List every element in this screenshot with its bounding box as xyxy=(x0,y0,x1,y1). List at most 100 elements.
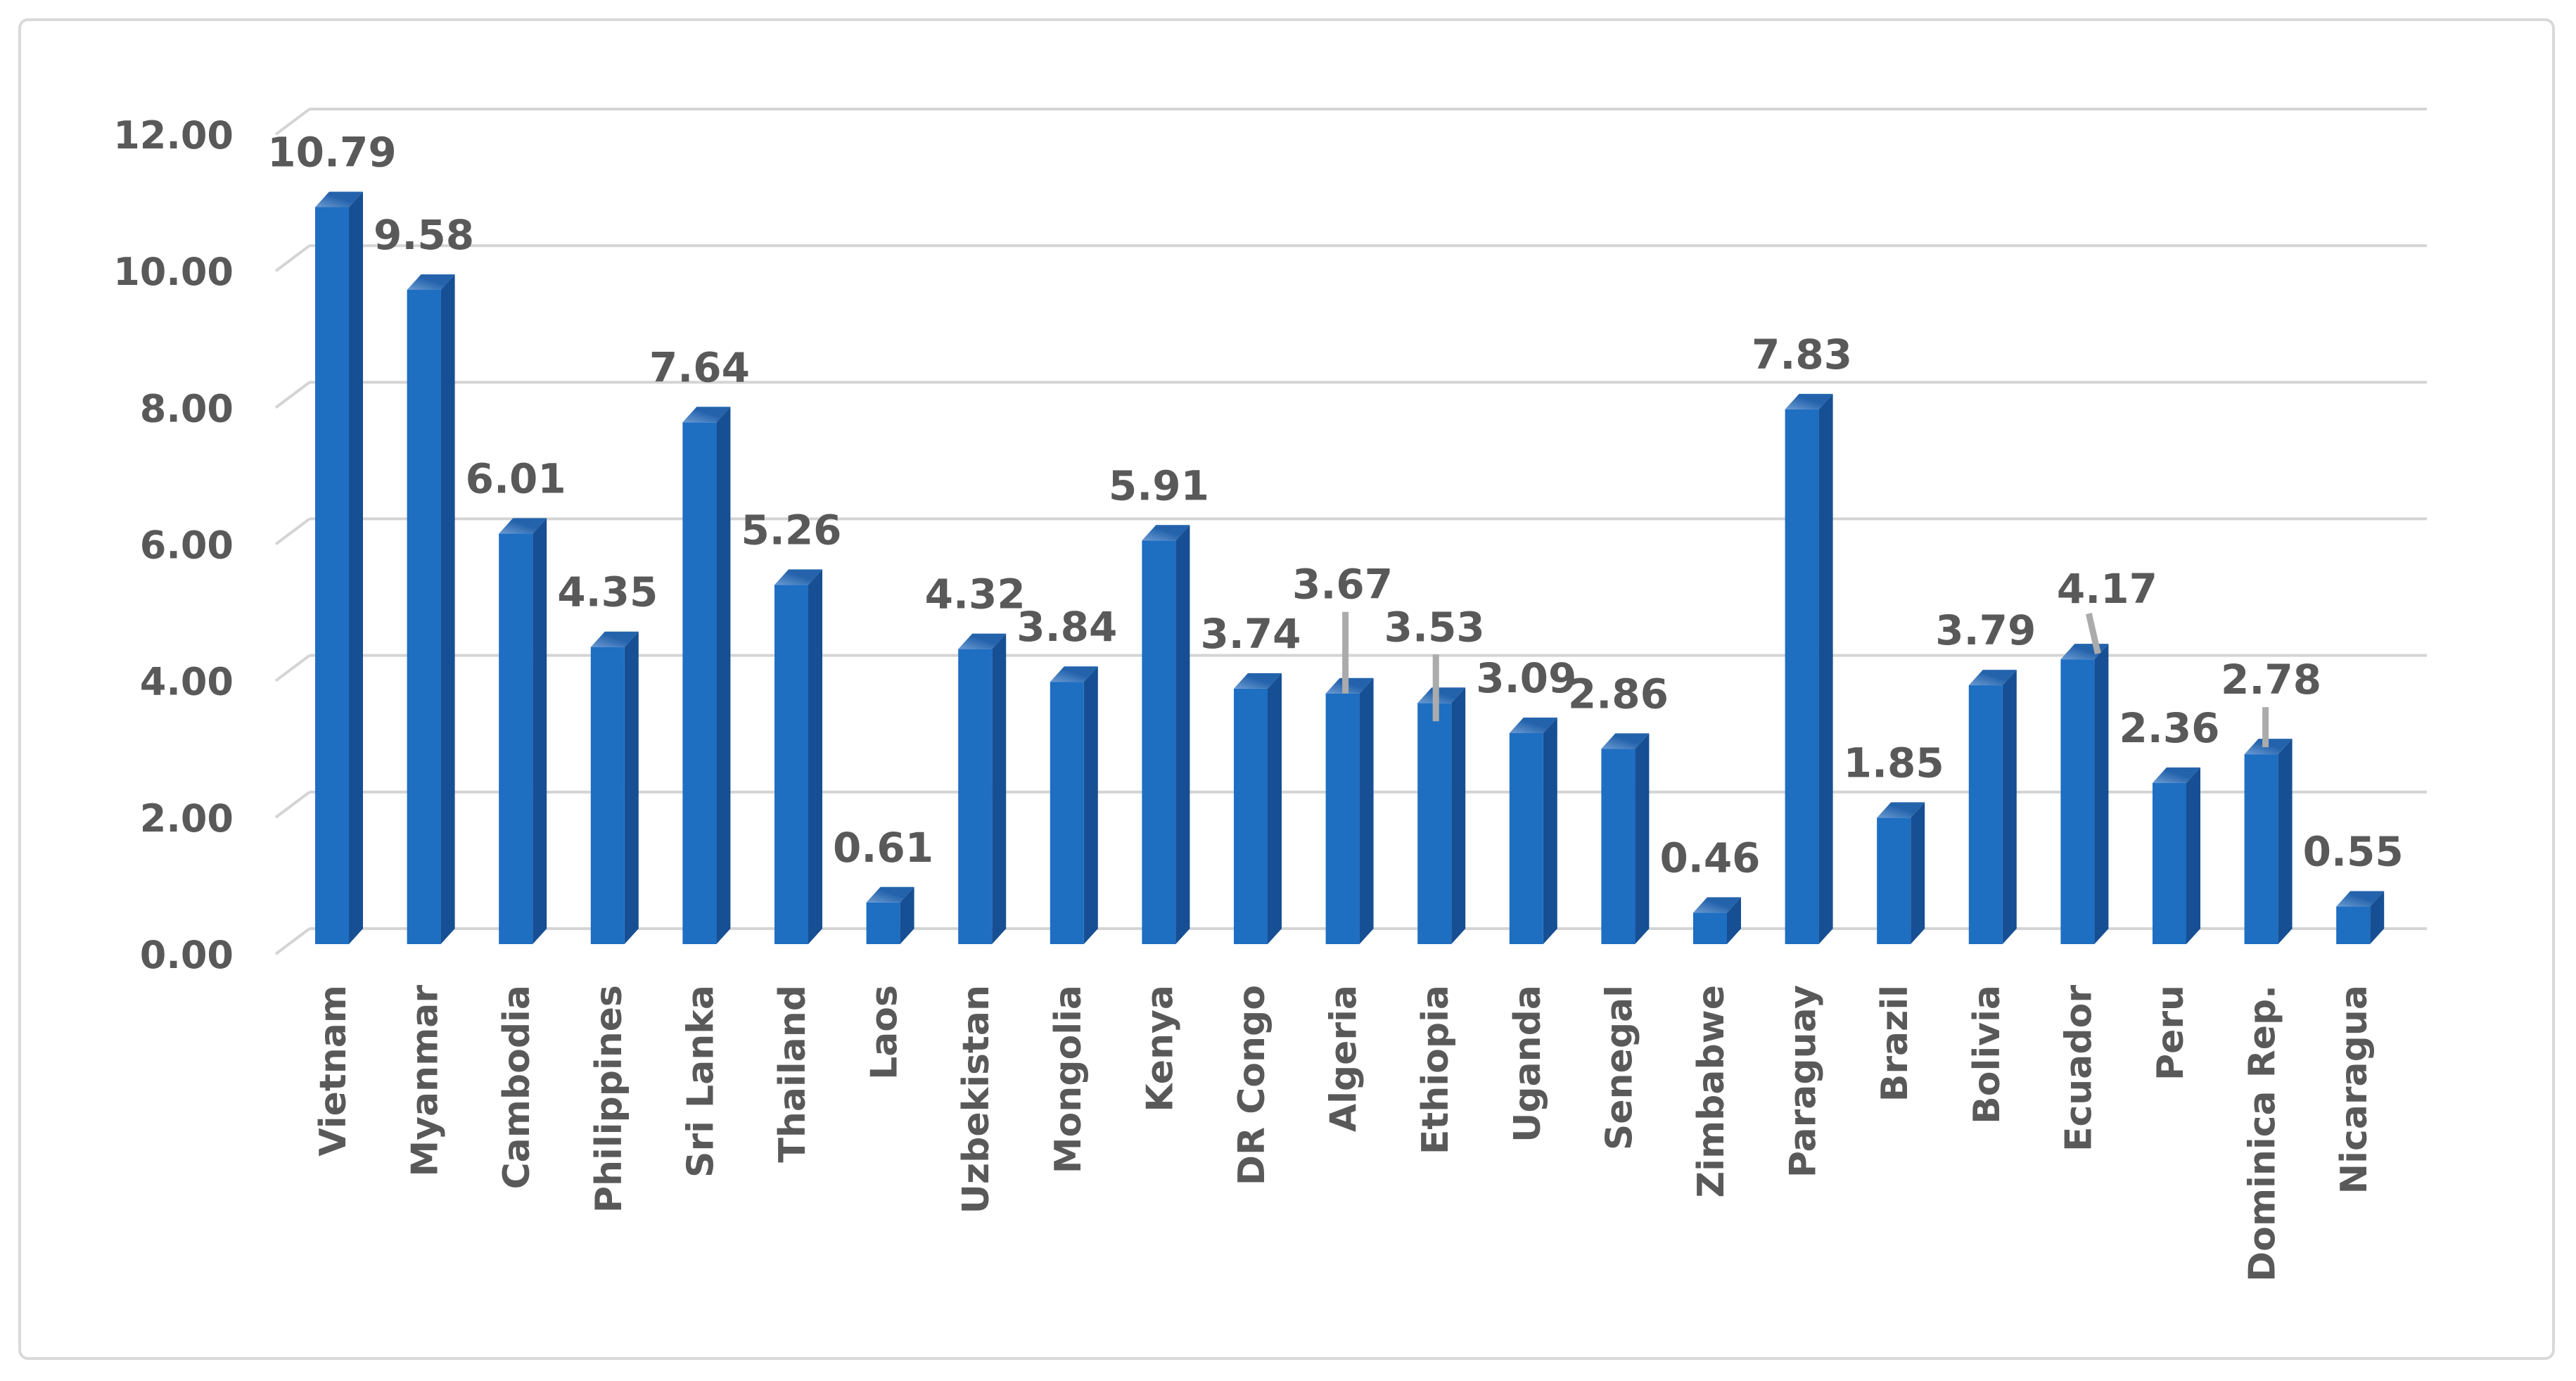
value-label-senegal: 2.86 xyxy=(1568,670,1669,718)
gridline-wall-connector xyxy=(274,927,311,955)
x-axis-label-ethiopia: Ethiopia xyxy=(1415,985,1457,1154)
bar-myanmar[interactable] xyxy=(407,274,455,944)
bar-front-face xyxy=(499,533,533,944)
y-axis-tick-12.00: 12.00 xyxy=(113,113,234,158)
value-label-ecuador: 4.17 xyxy=(2057,565,2157,613)
value-label-kenya: 5.91 xyxy=(1109,462,1209,509)
bar-bolivia[interactable] xyxy=(1968,670,2017,944)
label-leader-line-ecuador xyxy=(2086,613,2101,655)
bar-side-face xyxy=(624,631,639,944)
bar-brazil[interactable] xyxy=(1877,802,1925,944)
bar-side-face xyxy=(349,191,363,944)
bar-top-face xyxy=(407,274,455,290)
x-axis-label-paraguay: Paraguay xyxy=(1783,985,1825,1178)
x-axis-label-vietnam: Vietnam xyxy=(312,985,355,1157)
x-axis-label-uzbekistan: Uzbekistan xyxy=(955,985,997,1214)
value-label-laos: 0.61 xyxy=(833,824,933,872)
bar-cambodia[interactable] xyxy=(499,518,547,944)
value-label-myanmar: 9.58 xyxy=(374,211,474,259)
value-label-zimbabwe: 0.46 xyxy=(1659,834,1760,882)
gridline-wall-connector xyxy=(274,244,311,272)
bar-thailand[interactable] xyxy=(774,569,822,944)
bar-front-face xyxy=(1325,693,1360,944)
bar-side-face xyxy=(1359,677,1374,944)
bar-side-face xyxy=(440,274,455,944)
bar-side-face xyxy=(533,518,547,944)
value-label-nicaragua: 0.55 xyxy=(2303,828,2404,876)
value-label-philippines: 4.35 xyxy=(557,568,658,616)
value-label-cambodia: 6.01 xyxy=(466,455,566,503)
bar-side-face xyxy=(1727,897,1741,944)
value-label-mongolia: 3.84 xyxy=(1016,603,1117,651)
value-label-vietnam: 10.79 xyxy=(267,129,396,177)
y-axis-tick-4.00: 4.00 xyxy=(140,660,234,704)
x-axis-label-myanmar: Myanmar xyxy=(404,985,447,1177)
bar-top-face xyxy=(590,631,639,647)
bar-mongolia[interactable] xyxy=(1050,666,1098,944)
bar-kenya[interactable] xyxy=(1142,525,1190,944)
bar-top-face xyxy=(315,191,363,208)
bar-ethiopia[interactable] xyxy=(1417,687,1466,944)
x-axis-label-nicaragua: Nicaragua xyxy=(2333,985,2376,1194)
bar-peru[interactable] xyxy=(2153,767,2200,944)
bar-top-face xyxy=(1417,687,1466,704)
bar-vietnam[interactable] xyxy=(315,191,363,944)
x-axis-label-thailand: Thailand xyxy=(772,985,814,1163)
bar-top-face xyxy=(1601,733,1650,749)
y-axis-tick-8.00: 8.00 xyxy=(140,386,234,431)
bar-philippines[interactable] xyxy=(590,631,639,944)
bar-front-face xyxy=(958,649,993,944)
bar-ecuador[interactable] xyxy=(2060,644,2109,944)
bar-dominica-rep[interactable] xyxy=(2244,739,2293,944)
bar-side-face xyxy=(808,569,822,944)
bar-front-face xyxy=(1968,685,2003,944)
bar-top-face xyxy=(1968,670,2017,686)
bar-senegal[interactable] xyxy=(1601,733,1650,944)
bar-side-face xyxy=(1543,718,1557,944)
bar-side-face xyxy=(1635,733,1650,944)
value-label-brazil: 1.85 xyxy=(1844,739,1944,787)
bar-front-face xyxy=(407,289,441,944)
bar-sri-lanka[interactable] xyxy=(682,407,731,944)
value-label-dominica-rep: 2.78 xyxy=(2221,656,2321,704)
bar-front-face xyxy=(315,207,349,944)
bar-front-face xyxy=(1509,733,1543,944)
bar-front-face xyxy=(1142,540,1176,944)
y-axis-tick-6.00: 6.00 xyxy=(140,523,234,568)
bar-nicaragua[interactable] xyxy=(2336,891,2385,944)
x-axis-label-ecuador: Ecuador xyxy=(2058,985,2100,1152)
bar-side-face xyxy=(1911,802,1925,944)
bar-top-face xyxy=(1877,802,1925,818)
bar-top-face xyxy=(1693,897,1741,913)
bar-top-face xyxy=(1509,718,1557,734)
bar-side-face xyxy=(2186,767,2200,944)
bar-front-face xyxy=(2244,754,2278,944)
value-label-uzbekistan: 4.32 xyxy=(925,571,1026,618)
bar-uganda[interactable] xyxy=(1509,718,1557,944)
gridline-wall-connector xyxy=(274,108,311,136)
bar-top-face xyxy=(958,633,1007,649)
bar-uzbekistan[interactable] xyxy=(958,633,1007,944)
bar-top-face xyxy=(774,569,822,585)
x-axis-label-sri-lanka: Sri Lanka xyxy=(680,985,722,1178)
bar-top-face xyxy=(1234,673,1282,689)
bar-dr-congo[interactable] xyxy=(1234,673,1282,944)
bar-side-face xyxy=(992,633,1007,944)
bar-side-face xyxy=(1268,673,1282,944)
bar-algeria[interactable] xyxy=(1325,677,1374,944)
bar-top-face xyxy=(866,886,914,903)
x-axis-label-dr-congo: DR Congo xyxy=(1231,985,1273,1185)
x-axis-label-mongolia: Mongolia xyxy=(1047,985,1090,1173)
bar-side-face xyxy=(1175,525,1190,944)
bar-side-face xyxy=(716,407,731,944)
bar-side-face xyxy=(1451,687,1466,944)
bar-laos[interactable] xyxy=(866,886,914,944)
bar-paraguay[interactable] xyxy=(1785,393,1833,944)
bar-zimbabwe[interactable] xyxy=(1693,897,1741,944)
bar-side-face xyxy=(1818,393,1833,944)
x-axis-label-peru: Peru xyxy=(2150,985,2192,1081)
x-axis-label-brazil: Brazil xyxy=(1874,985,1916,1102)
bar-side-face xyxy=(2370,891,2385,944)
